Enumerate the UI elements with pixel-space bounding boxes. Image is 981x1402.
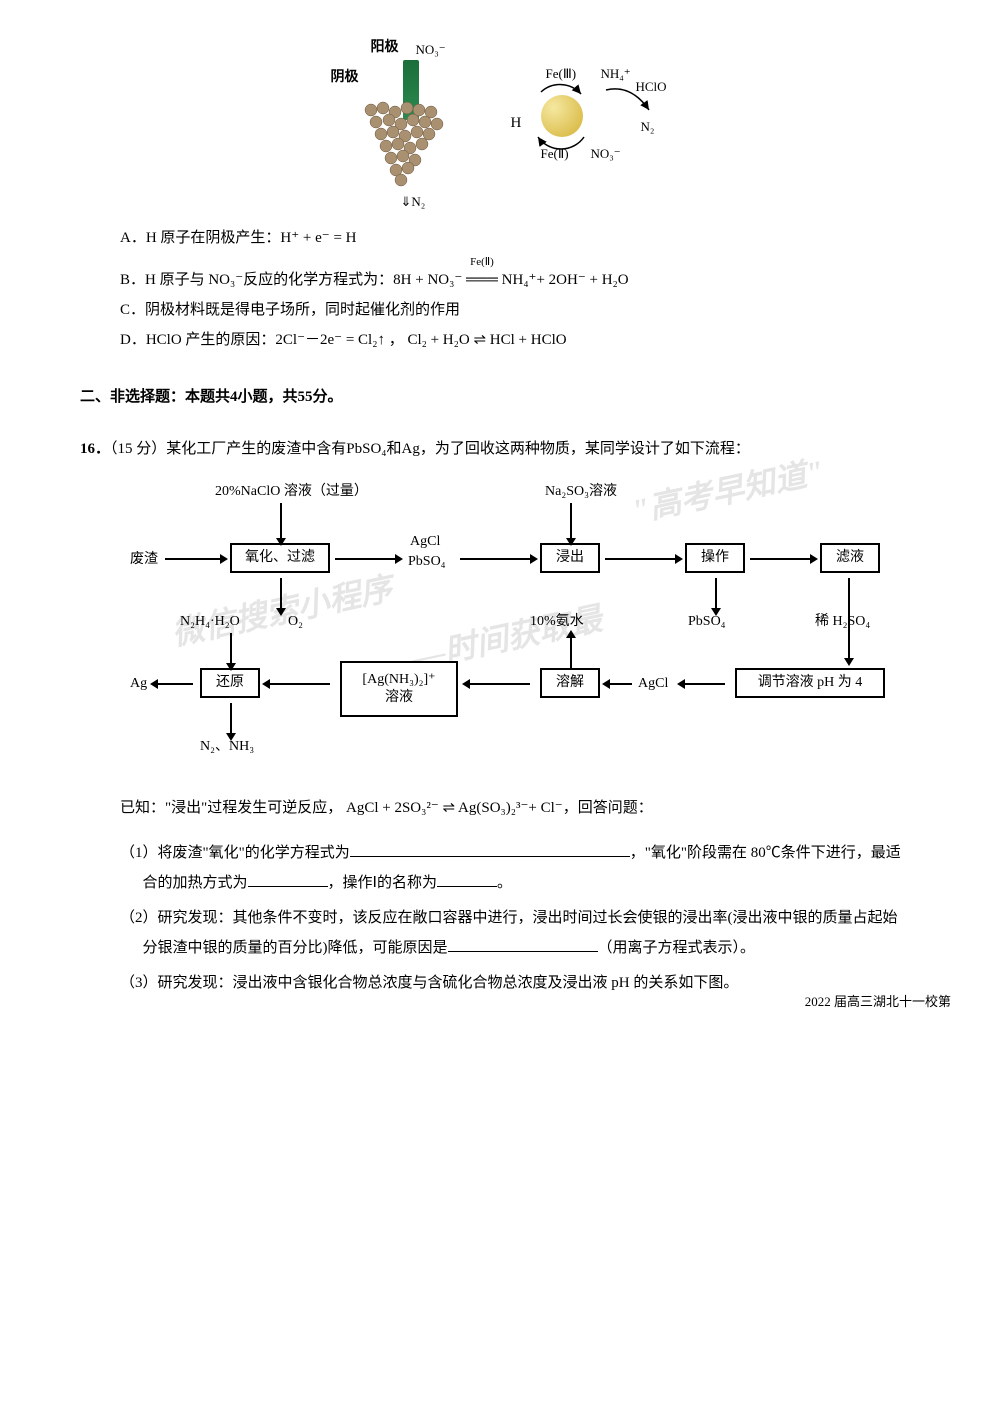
caozuo-box: 操作 [685, 543, 745, 573]
blank-2 [448, 937, 598, 952]
n2-nh3-label: N₂、NH₃ [200, 738, 254, 756]
n2-bottom-label: ⇓N₂ [401, 190, 426, 213]
cathode-label: 阴极 [331, 65, 359, 90]
oxidize-box: 氧化、过滤 [230, 543, 330, 573]
rongjie-box: 溶解 [540, 668, 600, 698]
option-a: A．H 原子在阴极产生：H⁺ + e⁻ = H [120, 225, 901, 252]
na2so3-label: Na₂SO₃溶液 [545, 483, 617, 501]
lvye-box: 滤液 [820, 543, 880, 573]
n2h4-label: N₂H₄·H₂O [180, 613, 240, 631]
agcl-label: AgCl [638, 675, 668, 693]
fe2-label: Fe(Ⅱ) [541, 142, 569, 165]
adjust-box: 调节溶液 pH 为 4 [735, 668, 885, 698]
anode-label: 阳极 [371, 35, 399, 60]
option-c: C．阴极材料既是得电子场所，同时起催化剂的作用 [120, 297, 901, 324]
given-info: 已知："浸出"过程发生可逆反应， AgCl + 2SO₃²⁻ ⇌ Ag(SO₃)… [120, 793, 901, 823]
sub-question-1: （1）将废渣"氧化"的化学方程式为，"氧化"阶段需在 80℃条件下进行，最适合的… [120, 838, 901, 898]
no3-side-label: NO₃⁻ [591, 142, 621, 165]
o2-label: O₂ [288, 613, 303, 631]
sub-question-2: （2）研究发现：其他条件不变时，该反应在敞口容器中进行，浸出时间过长会使银的浸出… [120, 903, 901, 963]
answer-options: A．H 原子在阴极产生：H⁺ + e⁻ = H B．H 原子与 NO₃⁻反应的化… [120, 225, 901, 354]
agcl-label-top: AgCl [410, 533, 440, 551]
sub-question-3: （3）研究发现：浸出液中含银化合物总浓度与含硫化合物总浓度及浸出液 pH 的关系… [120, 968, 901, 998]
h2so4-label: 稀 H₂SO₄ [815, 613, 870, 631]
feizha-label: 废渣 [130, 551, 158, 569]
option-b: B．H 原子与 NO₃⁻反应的化学方程式为：8H + NO₃⁻ Fe(Ⅱ) ══… [120, 255, 901, 294]
q16-number: 16． [80, 441, 110, 457]
option-d: D．HClO 产生的原因：2Cl⁻－2e⁻ = Cl₂↑ ， Cl₂ + H₂O… [120, 327, 901, 354]
page-footer: 2022 届高三湖北十一校第 [805, 990, 951, 1013]
jinchu-box: 浸出 [540, 543, 600, 573]
fe-catalyst-annotation: Fe(Ⅱ) ═══ [466, 255, 498, 294]
pbso4-label-top: PbSO₄ [408, 553, 446, 571]
ag-label: Ag [130, 675, 147, 693]
agnh3-box: [Ag(NH₃)₂]⁺ 溶液 [340, 661, 458, 717]
process-flowchart: "高考早知道" 微信搜索小程序 ——时间获取最 20%NaClO 溶液（过量） … [130, 483, 910, 763]
electrode-graphic [361, 60, 451, 190]
no3-top-label: NO₃⁻ [416, 38, 446, 61]
ammonia-label: 10%氨水 [530, 613, 584, 631]
naclo-label: 20%NaClO 溶液（过量） [215, 483, 368, 501]
section-2-title: 二、非选择题：本题共4小题，共55分。 [80, 384, 901, 411]
huanyuan-box: 还原 [200, 668, 260, 698]
reaction-cycle: Fe(Ⅲ) NH₄⁺ HClO H Fe(Ⅱ) NO₃⁻ N₂ [481, 70, 661, 160]
electrode-reaction-diagram: 阳极 阴极 NO₃⁻ ⇓N₂ [301, 30, 681, 210]
blank-1a [350, 842, 630, 857]
question-16-head: 16．（15 分）某化工厂产生的废渣中含有PbSO₄和Ag，为了回收这两种物质，… [80, 436, 901, 463]
h-label: H [511, 110, 522, 137]
q16-text: （15 分）某化工厂产生的废渣中含有PbSO₄和Ag，为了回收这两种物质，某同学… [110, 441, 750, 457]
n2-label: N₂ [641, 115, 655, 138]
blank-1c [437, 872, 497, 887]
blank-1b [248, 872, 328, 887]
